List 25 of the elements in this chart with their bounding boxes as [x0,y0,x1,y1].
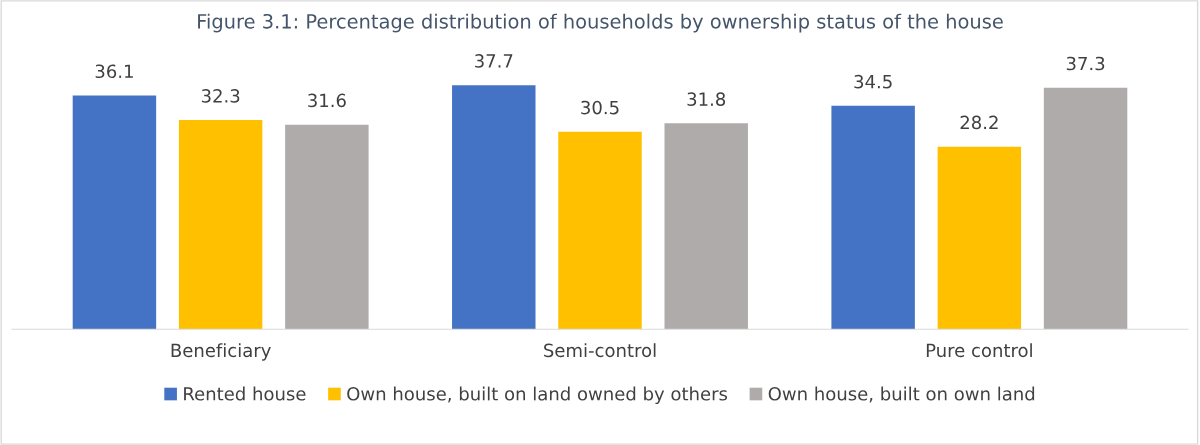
bar [831,105,915,330]
data-label: 32.3 [201,89,240,103]
x-tick-label: Beneficiary [171,343,271,361]
data-label: 30.5 [581,100,619,115]
bar [1043,87,1128,330]
legend-label: Rented house [184,386,306,401]
bar [452,85,536,330]
data-label: 31.6 [308,93,346,108]
bar [558,131,642,330]
bar [72,95,157,330]
chart-title: Figure 3.1: Percentage distribution of households by ownership status of the house [198,13,1003,33]
x-tick-label: Semi-control [544,343,656,358]
x-tick-label: Pure control [926,343,1032,358]
data-label: 37.7 [475,54,513,68]
bar [285,124,369,330]
data-label: 28.2 [960,115,998,130]
bar [664,123,748,330]
data-label: 34.5 [854,74,892,89]
bar [937,146,1022,330]
legend-label: Own house, built on own land [768,386,1035,403]
legend-label: Own house, built on land owned by others [347,386,728,405]
data-label: 37.3 [1066,56,1105,71]
bar [178,120,263,330]
data-label: 36.1 [95,64,133,79]
data-label: 31.8 [687,92,726,106]
